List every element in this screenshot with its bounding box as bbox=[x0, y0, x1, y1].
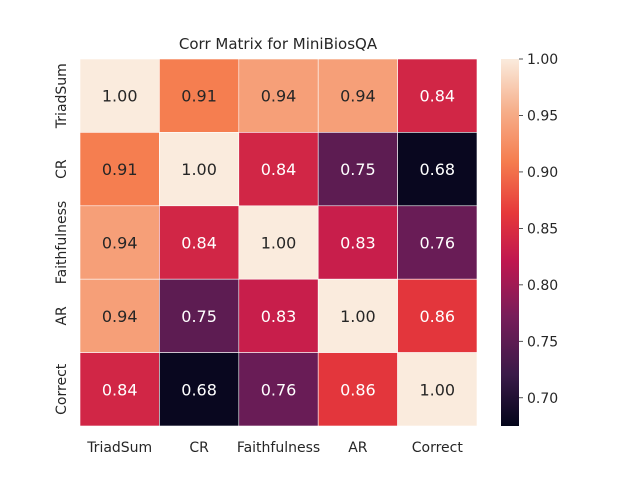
cell-value-label: 0.75 bbox=[181, 307, 217, 326]
heatmap-cell bbox=[397, 132, 478, 207]
cell-value-label: 0.94 bbox=[102, 307, 138, 326]
y-tick-label: Correct bbox=[54, 363, 70, 415]
heatmap-cell bbox=[238, 132, 319, 207]
cell-value-label: 0.76 bbox=[261, 380, 297, 399]
cell-value-label: 0.84 bbox=[419, 87, 455, 106]
heatmap-cell bbox=[238, 278, 319, 353]
cell-value-label: 1.00 bbox=[181, 160, 217, 179]
x-tick-label: AR bbox=[348, 440, 368, 456]
heatmap-cell bbox=[397, 278, 478, 353]
x-tick-labels: TriadSum CR Faithfulness AR Correct bbox=[86, 440, 463, 456]
y-tick-label: Faithfulness bbox=[54, 201, 70, 284]
cell-value-label: 0.94 bbox=[102, 234, 138, 253]
heatmap-cell bbox=[317, 278, 398, 353]
heatmap-cell bbox=[238, 205, 319, 280]
cell-value-label: 1.00 bbox=[419, 380, 455, 399]
colorbar-ticks: 0.70 0.75 0.80 0.85 0.90 0.95 1.00 bbox=[519, 52, 558, 407]
cell-value-label: 0.86 bbox=[340, 380, 376, 399]
colorbar-tick-label: 0.80 bbox=[527, 278, 558, 294]
x-tick-label: TriadSum bbox=[86, 440, 152, 456]
heatmap-cell bbox=[238, 58, 319, 133]
cell-value-label: 0.91 bbox=[102, 160, 138, 179]
heatmap-cell bbox=[159, 278, 240, 353]
heatmap-cell bbox=[159, 205, 240, 280]
x-tick-label: Correct bbox=[412, 440, 464, 456]
y-tick-label: AR bbox=[54, 306, 70, 326]
heatmap-cell bbox=[79, 132, 160, 207]
heatmap-cell bbox=[79, 278, 160, 353]
cell-value-label: 0.84 bbox=[102, 380, 138, 399]
heatmap-cell bbox=[79, 58, 160, 133]
cell-value-label: 0.76 bbox=[419, 234, 455, 253]
heatmap-cells: 1.00 0.91 0.94 0.94 0.84 0.91 1.00 0.84 0.75 0.68… bbox=[79, 58, 478, 427]
y-tick-labels: TriadSum CR Faithfulness AR Correct bbox=[54, 63, 70, 415]
colorbar bbox=[501, 59, 519, 426]
cell-value-label: 1.00 bbox=[261, 234, 297, 253]
colorbar-tick-label: 0.85 bbox=[527, 221, 558, 237]
y-tick-label: CR bbox=[54, 159, 70, 179]
cell-value-label: 0.84 bbox=[181, 234, 217, 253]
cell-value-label: 0.83 bbox=[340, 234, 376, 253]
cell-value-label: 0.75 bbox=[340, 160, 376, 179]
colorbar-tick-label: 1.00 bbox=[527, 52, 558, 68]
heatmap-cell bbox=[159, 352, 240, 427]
cell-value-label: 0.68 bbox=[181, 380, 217, 399]
cell-value-label: 0.91 bbox=[181, 87, 217, 106]
colorbar-tick-label: 0.95 bbox=[527, 108, 558, 124]
cell-value-label: 0.83 bbox=[261, 307, 297, 326]
cell-value-label: 0.68 bbox=[419, 160, 455, 179]
heatmap-cell bbox=[397, 352, 478, 427]
cell-value-label: 0.86 bbox=[419, 307, 455, 326]
y-tick-label: TriadSum bbox=[54, 63, 70, 129]
heatmap-cell bbox=[317, 205, 398, 280]
cell-value-label: 1.00 bbox=[340, 307, 376, 326]
heatmap-cell bbox=[238, 352, 319, 427]
chart-title: Corr Matrix for MiniBiosQA bbox=[179, 35, 378, 53]
colorbar-tick-label: 0.70 bbox=[527, 391, 558, 407]
cell-value-label: 0.84 bbox=[261, 160, 297, 179]
heatmap-cell bbox=[397, 58, 478, 133]
heatmap-cell bbox=[159, 58, 240, 133]
heatmap-cell bbox=[397, 205, 478, 280]
cell-value-label: 0.94 bbox=[261, 87, 297, 106]
heatmap-cell bbox=[317, 58, 398, 133]
cell-value-label: 0.94 bbox=[340, 87, 376, 106]
x-tick-label: Faithfulness bbox=[237, 440, 320, 456]
heatmap-cell bbox=[79, 352, 160, 427]
colorbar-tick-label: 0.90 bbox=[527, 165, 558, 181]
colorbar-tick-label: 0.75 bbox=[527, 334, 558, 350]
cell-value-label: 1.00 bbox=[102, 87, 138, 106]
x-tick-label: CR bbox=[189, 440, 209, 456]
